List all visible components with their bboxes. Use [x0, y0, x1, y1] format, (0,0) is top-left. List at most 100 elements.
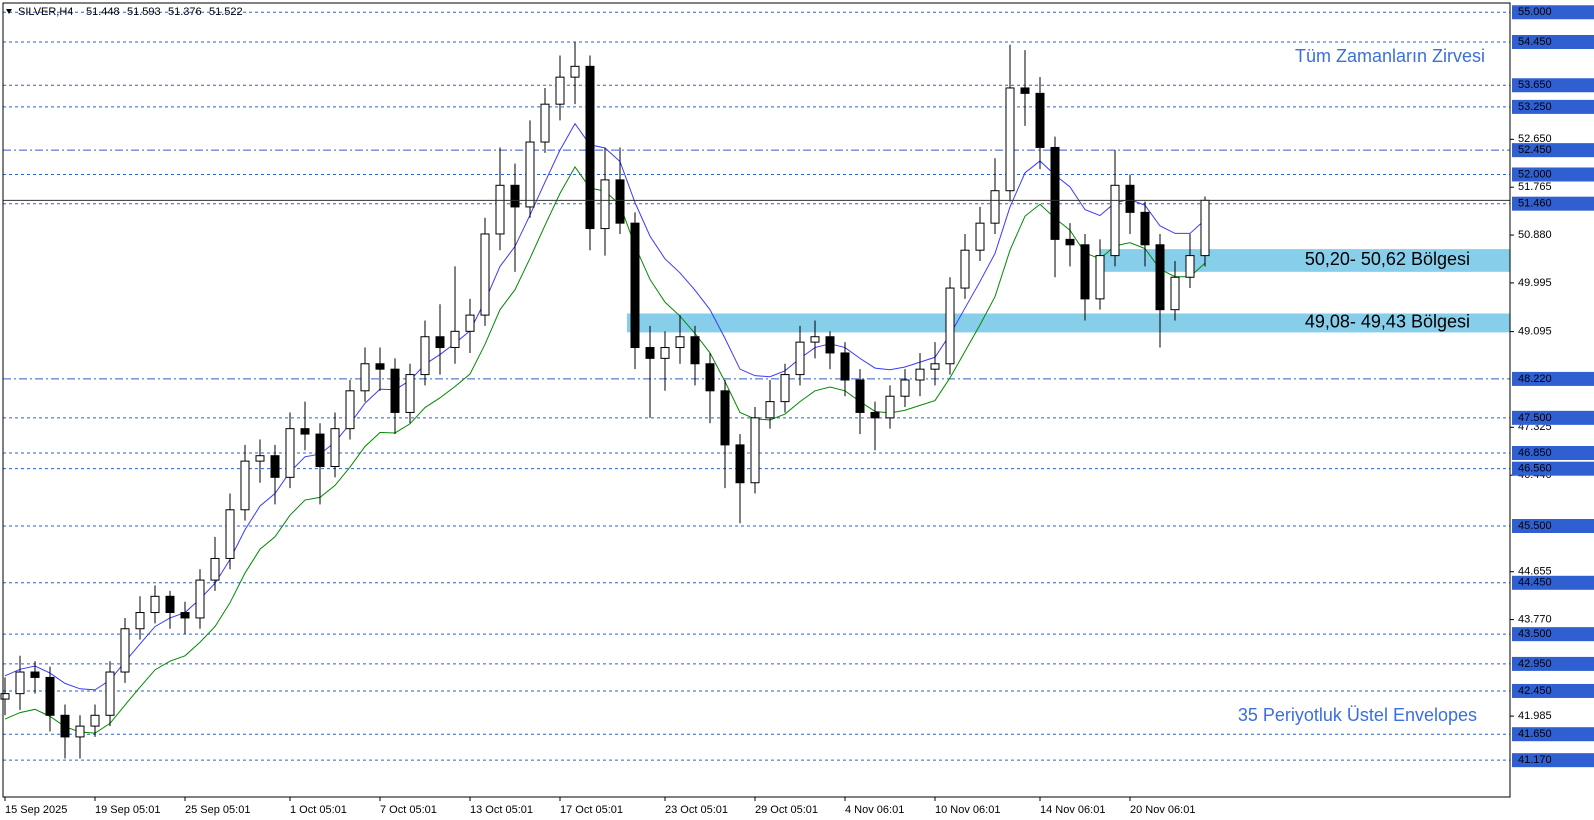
candle-body: [615, 179, 625, 224]
candle-body: [510, 184, 520, 208]
candle-body: [765, 401, 775, 419]
candle-body: [540, 103, 550, 143]
level-label-box: [1512, 727, 1594, 742]
candle-body: [1005, 87, 1015, 192]
candle-body: [600, 179, 610, 230]
candle-body: [1020, 87, 1030, 94]
candle-body: [420, 336, 430, 376]
plot-frame: [2, 2, 1511, 798]
candle-body: [855, 379, 865, 413]
candle-body: [1125, 184, 1135, 213]
candle-body: [990, 190, 1000, 224]
level-label-box: [1512, 656, 1594, 671]
candle-body: [465, 314, 475, 332]
candle-body: [1080, 244, 1090, 300]
level-label: 41.170: [1518, 754, 1552, 766]
candle-body: [1140, 211, 1150, 246]
level-label-box: [1512, 461, 1594, 476]
level-label-box: [1512, 78, 1594, 93]
header-high: 51.593: [127, 6, 161, 18]
candle-body: [915, 368, 925, 381]
candle-body: [1065, 238, 1075, 246]
candle-body: [60, 714, 70, 738]
candle-body: [735, 444, 745, 484]
y-tick-label: 44.655: [1518, 566, 1552, 578]
candle-body: [120, 628, 130, 673]
zone-label: 49,08- 49,43 Bölgesi: [1305, 312, 1470, 332]
x-tick-label: 1 Oct 05:01: [290, 804, 347, 816]
header-low: 51.376: [168, 6, 202, 18]
candle-body: [1155, 244, 1165, 311]
level-label-box: [1512, 99, 1594, 114]
level-label: 42.950: [1518, 658, 1552, 670]
candle-body: [870, 411, 880, 419]
levels-layer: [3, 11, 1510, 761]
series-layer: [0, 41, 1510, 759]
x-tick-label: 17 Oct 05:01: [560, 804, 623, 816]
level-label-box: [1512, 445, 1594, 460]
level-label: 54.450: [1518, 36, 1552, 48]
header-close: 51.522: [209, 6, 243, 18]
candle-body: [360, 363, 370, 392]
candle-body: [165, 595, 175, 614]
candle-body: [435, 336, 445, 349]
candle-body: [930, 363, 940, 370]
candle-body: [690, 336, 700, 365]
x-tick-label: 14 Nov 06:01: [1040, 804, 1105, 816]
level-label-box: [1512, 683, 1594, 698]
x-tick-label: 19 Sep 05:01: [95, 804, 160, 816]
candle-body: [555, 76, 565, 105]
x-tick-label: 15 Sep 2025: [5, 804, 67, 816]
candle-body: [810, 336, 820, 343]
candle-body: [975, 222, 985, 251]
level-label: 45.500: [1518, 520, 1552, 532]
candle-body: [390, 368, 400, 413]
level-label-box: [1512, 575, 1594, 590]
level-label-box: [1512, 5, 1594, 20]
candle-body: [900, 379, 910, 397]
candle-body: [1200, 199, 1210, 257]
level-label-box: [1512, 167, 1594, 182]
x-tick-label: 4 Nov 06:01: [845, 804, 904, 816]
y-tick-label: 52.650: [1518, 133, 1552, 145]
candle-body: [150, 595, 160, 614]
level-label: 52.450: [1518, 144, 1552, 156]
candle-body: [840, 352, 850, 381]
level-label: 42.450: [1518, 685, 1552, 697]
level-label-box: [1512, 519, 1594, 534]
level-label: 41.650: [1518, 728, 1552, 740]
candle-body: [1185, 255, 1195, 278]
level-label-box: [1512, 196, 1594, 211]
x-tick-label: 10 Nov 06:01: [935, 804, 1000, 816]
candle-body: [885, 395, 895, 419]
level-label: 43.500: [1518, 628, 1552, 640]
x-tick-label: 13 Oct 05:01: [470, 804, 533, 816]
candle-body: [960, 249, 970, 289]
level-label: 52.000: [1518, 168, 1552, 180]
level-label: 44.450: [1518, 577, 1552, 589]
candle-body: [255, 455, 265, 462]
candle-body: [180, 612, 190, 619]
candle-body: [225, 509, 235, 559]
level-label-box: [1512, 410, 1594, 425]
level-label: 53.650: [1518, 79, 1552, 91]
candle-body: [300, 428, 310, 435]
candle-body: [945, 287, 955, 365]
x-tick-label: 7 Oct 05:01: [380, 804, 437, 816]
candle-body: [660, 347, 670, 359]
candle-body: [195, 579, 205, 619]
candle-body: [135, 612, 145, 630]
candle-body: [1170, 276, 1180, 311]
candle-body: [375, 363, 385, 370]
y-tick-label: 41.985: [1518, 710, 1552, 722]
level-label-box: [1512, 371, 1594, 386]
candle-body: [15, 671, 25, 695]
candle-body: [1095, 255, 1105, 300]
candle-body: [1110, 184, 1120, 257]
candle-body: [585, 65, 595, 230]
y-tick-label: 43.770: [1518, 613, 1552, 625]
menu-arrow[interactable]: [6, 9, 12, 14]
x-tick-label: 23 Oct 05:01: [665, 804, 728, 816]
